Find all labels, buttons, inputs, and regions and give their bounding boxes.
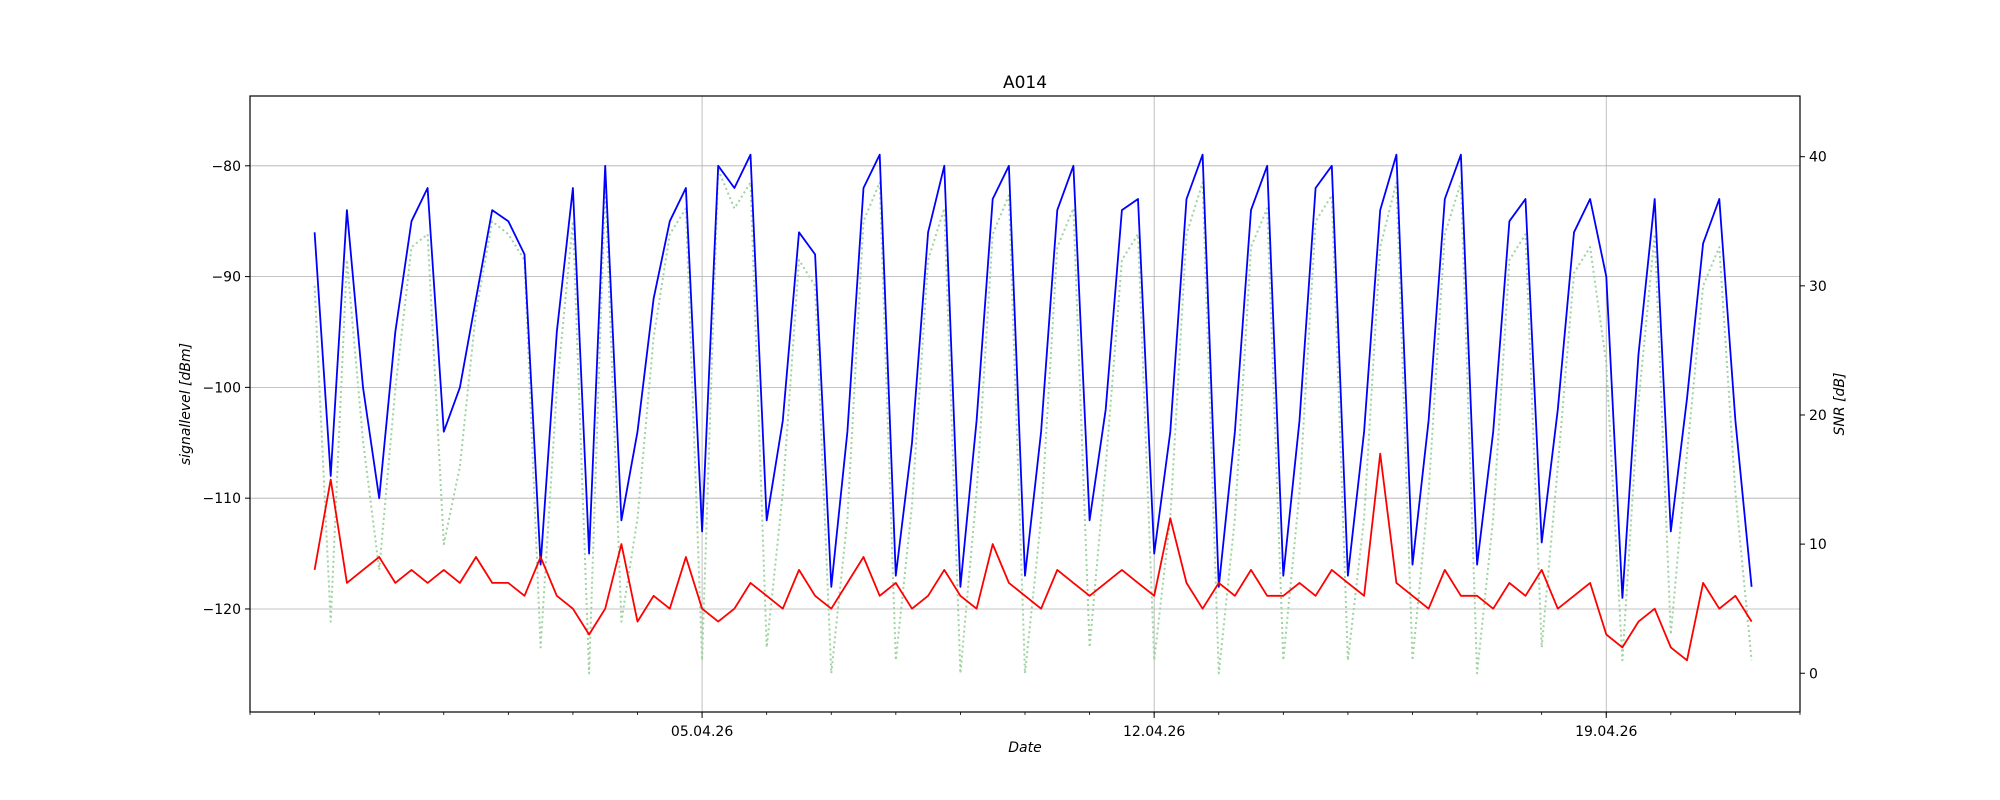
y-left-tick-label: −100	[203, 380, 241, 396]
y-right-tick-label: 30	[1809, 279, 1827, 295]
series-line-0	[313, 153, 1753, 599]
y-axis-right: 40 30 20 10 0	[1800, 150, 1827, 682]
x-axis: 05.04.26 12.04.26 19.04.26	[249, 712, 1801, 740]
x-tick-label: 19.04.26	[1575, 724, 1637, 740]
y-left-tick-label: −120	[203, 602, 241, 618]
series-line-2	[313, 168, 1753, 675]
y-right-tick-label: 10	[1809, 537, 1827, 553]
series-line-1	[313, 452, 1753, 662]
y-axis-left: −80 −90 −100 −110 −120	[203, 159, 250, 618]
y-left-tick-label: −80	[211, 159, 241, 175]
x-tick-label: 05.04.26	[671, 724, 733, 740]
series-layer	[313, 153, 1753, 675]
x-axis-label: Date	[1008, 740, 1041, 756]
y-right-tick-label: 40	[1809, 150, 1827, 166]
chart-title: A014	[1003, 73, 1047, 93]
x-tick-label: 12.04.26	[1123, 724, 1185, 740]
y-left-tick-label: −90	[211, 270, 241, 286]
y-right-tick-label: 20	[1809, 408, 1827, 424]
y-right-tick-label: 0	[1809, 666, 1818, 682]
grid	[250, 96, 1800, 712]
y-axis-right-label: SNR [dB]	[1832, 373, 1848, 436]
y-left-tick-label: −110	[203, 491, 241, 507]
y-axis-left-label: signallevel [dBm]	[178, 343, 194, 465]
plot-background	[250, 96, 1800, 712]
